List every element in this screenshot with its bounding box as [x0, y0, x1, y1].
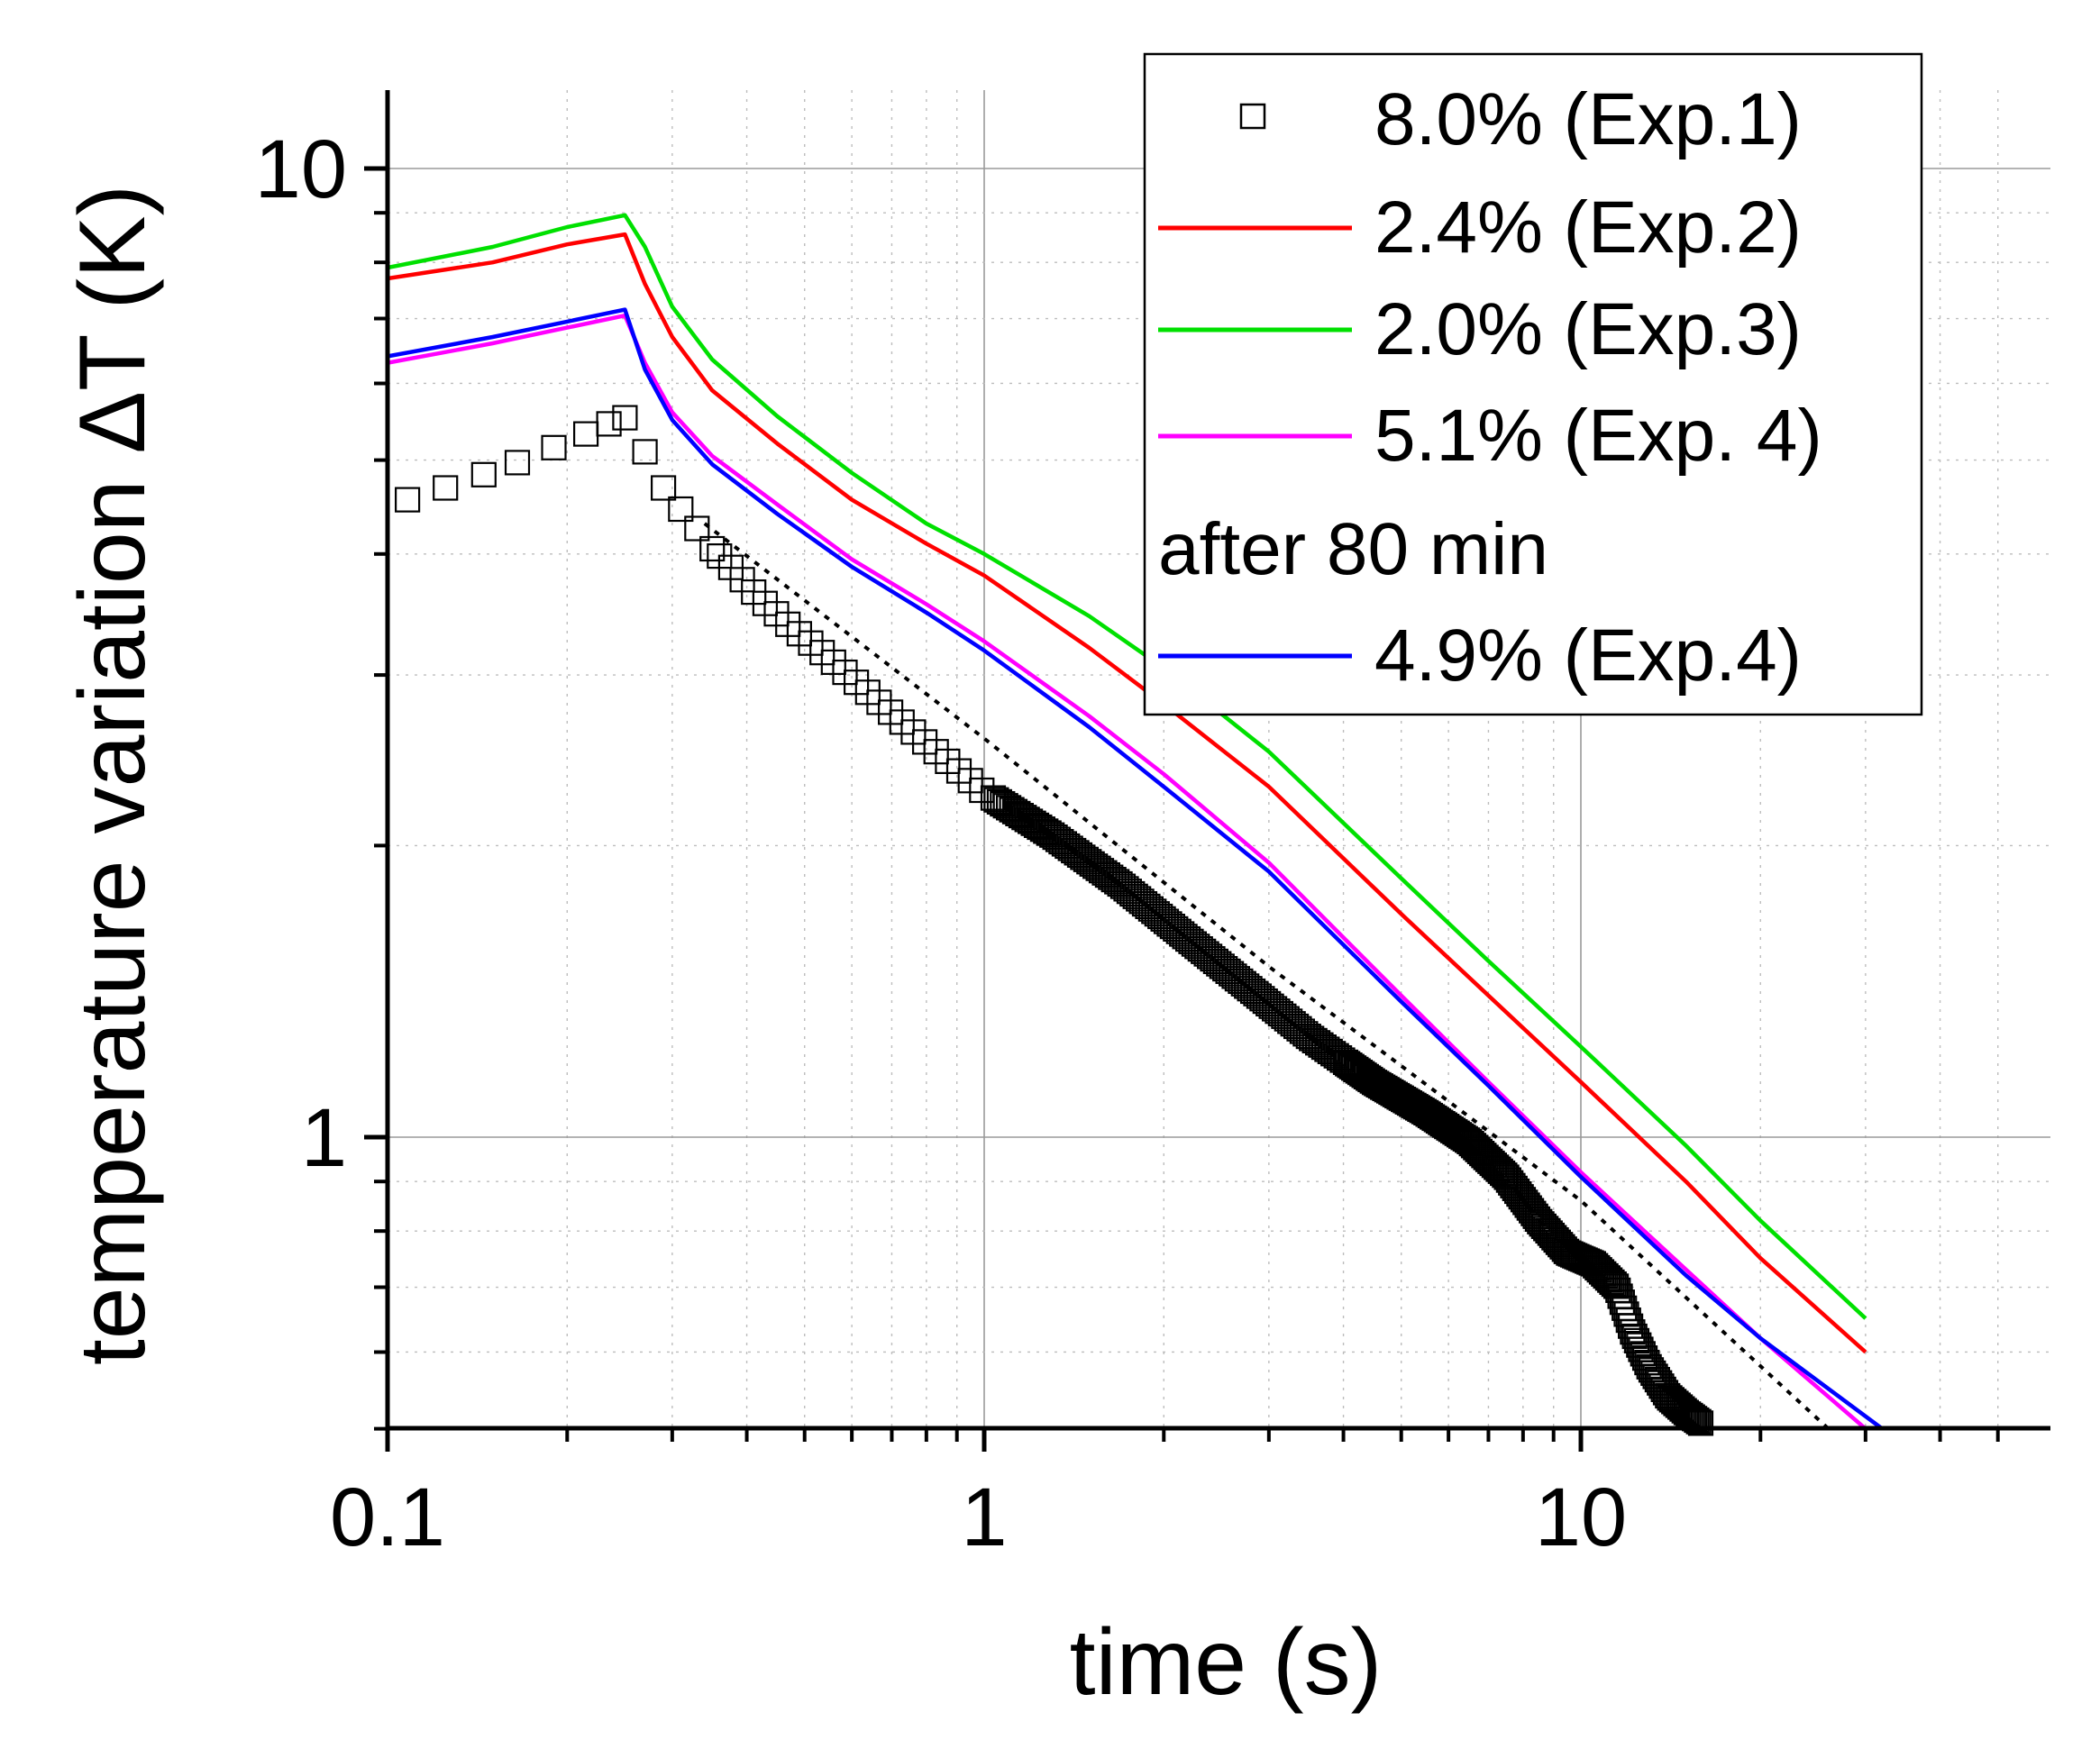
- data-point-exp1: [1599, 1269, 1625, 1296]
- axes: [385, 90, 2050, 1431]
- x-tick-label: 10: [1535, 1471, 1627, 1563]
- series-line-exp2: [388, 213, 1867, 1320]
- legend-label-exp2: 2.4% (Exp.2): [1374, 187, 1802, 269]
- data-point-exp1: [541, 434, 567, 460]
- series-line-exp1: [388, 232, 1867, 1354]
- data-point-exp1: [433, 475, 459, 501]
- data-point-exp1: [1621, 1323, 1648, 1350]
- legend-label-exp1: 8.0% (Exp.1): [1374, 78, 1802, 160]
- legend-marker-exp1: [1239, 103, 1266, 130]
- data-point-exp1: [1685, 1408, 1712, 1435]
- series-line-exp4: [388, 307, 1884, 1428]
- x-axis-title: time (s): [1070, 1610, 1383, 1715]
- data-point-exp1: [632, 439, 658, 465]
- x-tick-label: 0.1: [330, 1471, 445, 1563]
- data-point-exp1: [1687, 1410, 1714, 1436]
- data-point-exp1: [596, 411, 622, 437]
- data-point-exp1: [668, 496, 694, 523]
- data-point-exp1: [395, 487, 421, 513]
- legend-box: [1143, 52, 1923, 716]
- plot-area: [388, 213, 1884, 1436]
- data-point-exp1: [1620, 1319, 1646, 1345]
- ticks: 0.1 1 10 1 10: [255, 123, 2000, 1563]
- legend-label-exp4: 5.1% (Exp. 4): [1374, 395, 1822, 477]
- data-point-exp1: [650, 475, 677, 501]
- data-point-exp1: [699, 535, 726, 562]
- data-point-exp1: [1626, 1332, 1652, 1358]
- data-point-exp1: [504, 450, 531, 476]
- data-point-exp1: [1602, 1273, 1630, 1299]
- legend-label-exp3: 2.0% (Exp.3): [1374, 288, 1802, 370]
- y-tick-label: 1: [301, 1092, 347, 1184]
- data-point-exp1: [572, 421, 599, 447]
- data-point-exp1: [470, 461, 497, 487]
- x-tick-label: 1: [961, 1471, 1007, 1563]
- y-axis-title: temperature variation ΔT (K): [60, 185, 165, 1365]
- legend-label-exp4-80min: 4.9% (Exp.4): [1374, 615, 1802, 697]
- data-point-exp1: [612, 405, 638, 431]
- data-point-exp1: [1684, 1407, 1710, 1434]
- legend: 8.0% (Exp.1) 2.4% (Exp.2) 2.0% (Exp.3) 5…: [1143, 52, 1923, 716]
- data-point-exp1: [684, 515, 710, 542]
- data-point-exp1: [1623, 1327, 1650, 1354]
- y-tick-label: 10: [255, 123, 347, 215]
- legend-subheading: after 80 min: [1158, 508, 1548, 590]
